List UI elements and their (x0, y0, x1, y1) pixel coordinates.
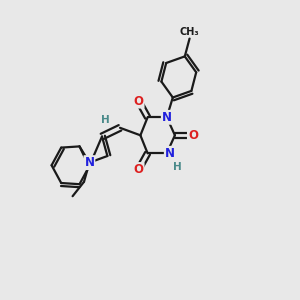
Text: O: O (134, 163, 144, 176)
Text: O: O (188, 129, 198, 142)
Text: N: N (84, 156, 94, 169)
Text: O: O (134, 94, 144, 108)
Text: H: H (101, 115, 110, 125)
Text: N: N (165, 147, 175, 160)
Text: H: H (172, 162, 182, 172)
Text: CH₃: CH₃ (180, 27, 200, 37)
Text: N: N (162, 111, 172, 124)
